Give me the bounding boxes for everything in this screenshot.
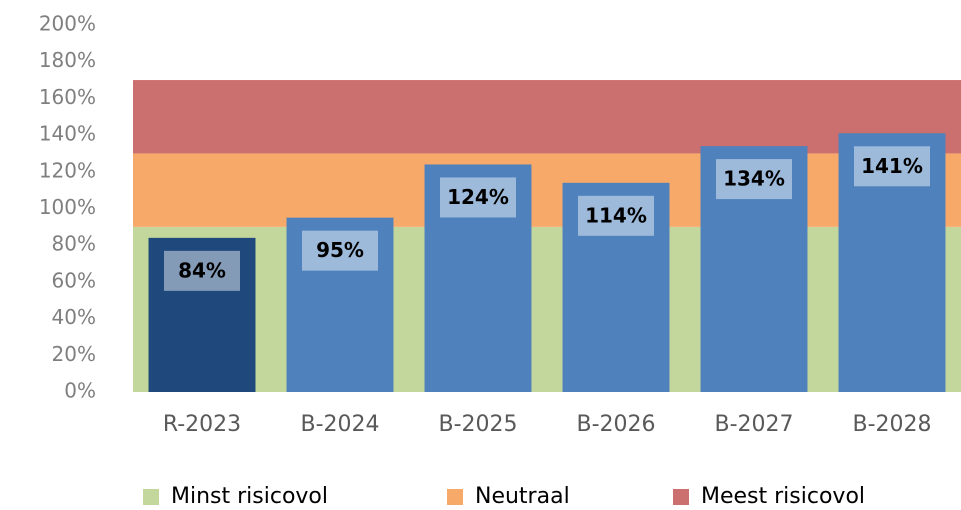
legend-swatch [447,489,463,505]
y-tick-label: 100% [39,195,96,219]
value-label: 84% [178,258,226,282]
value-label: 134% [723,167,785,191]
x-tick-label: B-2027 [714,412,793,437]
value-label: 141% [861,154,923,178]
y-tick-label: 140% [39,122,96,146]
y-tick-label: 200% [39,12,96,36]
value-label: 124% [447,185,509,209]
y-tick-label: 0% [64,379,96,403]
bar [286,217,394,392]
value-label-box [716,159,792,200]
legend-label: Minst risicovol [171,484,328,509]
bar [562,182,670,392]
risk-band [133,153,961,227]
bar [148,237,256,392]
y-tick-label: 80% [52,232,96,256]
y-tick-label: 20% [52,342,96,366]
y-tick-label: 60% [52,268,96,292]
x-tick-label: R-2023 [163,412,241,437]
bar [838,133,946,392]
y-tick-label: 160% [39,85,96,109]
value-label-box [302,230,378,271]
bar [700,146,808,392]
legend-label: Meest risicovol [701,484,865,509]
bar [424,164,532,392]
value-label-box [854,146,930,187]
y-tick-label: 180% [39,48,96,72]
x-tick-label: B-2024 [300,412,379,437]
x-tick-label: B-2025 [438,412,517,437]
risk-band [133,80,961,154]
y-tick-label: 40% [52,305,96,329]
legend-label: Neutraal [475,484,570,509]
value-label: 95% [316,238,364,262]
value-label-box [440,177,516,218]
legend-swatch [143,489,159,505]
value-label: 114% [585,203,647,227]
x-tick-label: B-2026 [576,412,655,437]
value-label-box [164,250,240,291]
value-label-box [578,195,654,236]
y-tick-label: 120% [39,158,96,182]
risk-band [133,226,961,392]
x-tick-label: B-2028 [852,412,931,437]
legend-swatch [673,489,689,505]
